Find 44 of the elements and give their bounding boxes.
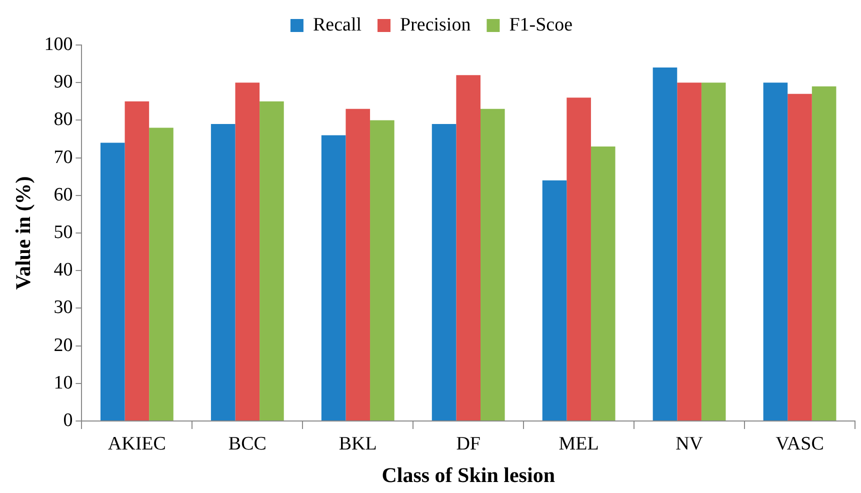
y-tick-label: 20	[54, 334, 73, 356]
bar	[235, 82, 260, 420]
bar	[652, 68, 678, 420]
legend-label: Recall	[312, 14, 362, 36]
legend-label: Precision	[400, 14, 472, 36]
bar	[370, 120, 394, 420]
y-tick-label: 0	[63, 410, 73, 431]
y-tick-label: 100	[44, 34, 73, 55]
bar	[149, 128, 174, 420]
y-tick-label: 10	[54, 372, 73, 394]
y-tick-label: 80	[54, 109, 73, 130]
x-tick-label: DF	[456, 433, 480, 454]
bar	[456, 75, 480, 420]
y-tick-label: 30	[54, 297, 73, 318]
bar	[763, 82, 788, 420]
x-tick-label: NV	[676, 433, 704, 454]
bar	[701, 82, 726, 420]
bar	[321, 135, 346, 420]
bar	[812, 86, 836, 420]
bar	[100, 142, 125, 420]
x-tick-label: BKL	[338, 433, 377, 454]
bar	[210, 124, 236, 420]
y-tick-label: 70	[54, 146, 73, 168]
x-axis-title: Class of Skin lesion	[382, 462, 556, 487]
bar	[124, 101, 150, 420]
x-tick-label: BCC	[228, 433, 266, 454]
bar	[788, 94, 812, 420]
y-tick-label: 90	[54, 72, 73, 93]
bar	[480, 108, 505, 420]
bar	[590, 146, 616, 420]
bar	[566, 98, 591, 420]
y-tick-label: 50	[54, 222, 73, 243]
bar	[432, 124, 456, 420]
bar	[346, 108, 370, 420]
y-axis-title: Value in (%)	[11, 176, 36, 290]
legend-label: F1-Scoe	[509, 14, 573, 36]
y-tick-label: 60	[54, 184, 73, 206]
bar	[542, 180, 567, 420]
x-tick-label: AKIEC	[108, 433, 166, 454]
x-tick-label: VASC	[776, 433, 824, 454]
bar	[677, 82, 702, 420]
y-tick-label: 40	[54, 260, 73, 281]
bar	[260, 101, 284, 420]
x-tick-label: MEL	[558, 433, 599, 454]
